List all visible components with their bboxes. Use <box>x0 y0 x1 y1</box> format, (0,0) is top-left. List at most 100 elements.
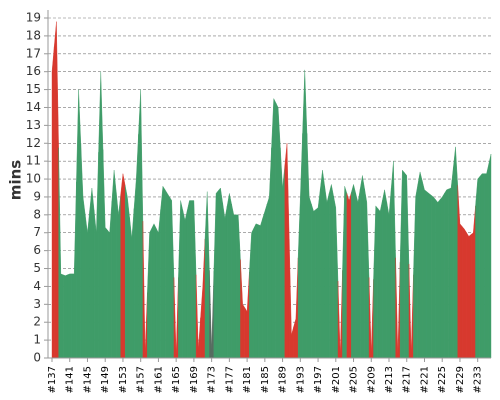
area-segment <box>262 204 268 359</box>
area-segment <box>391 161 396 359</box>
area-segment <box>147 228 152 359</box>
area-segment <box>293 257 299 359</box>
x-tick-label: #217 <box>402 366 413 393</box>
area-segment <box>226 193 232 359</box>
area-segment <box>333 196 339 359</box>
area-segment <box>453 146 458 359</box>
area-segment <box>240 259 246 359</box>
area-segment <box>218 187 223 359</box>
area-segment <box>320 170 325 359</box>
area-segment <box>271 98 277 359</box>
y-tick-label: 18 <box>26 28 41 42</box>
area-segment <box>257 218 263 359</box>
area-segment <box>364 188 370 359</box>
area-segment <box>377 200 383 359</box>
area-segment <box>444 188 450 359</box>
x-tick-label: #201 <box>331 366 342 393</box>
x-tick-label: #149 <box>100 366 111 393</box>
area-segment <box>71 181 77 359</box>
area-segment <box>235 214 241 359</box>
area-segment <box>275 102 281 359</box>
area-segment <box>67 273 73 359</box>
x-tick-label: #169 <box>189 366 200 393</box>
area-segment <box>178 200 184 359</box>
area-segment <box>209 270 215 359</box>
area-segment <box>54 21 59 359</box>
x-tick-label: #189 <box>278 366 289 393</box>
area-segment <box>213 190 219 359</box>
area-segment <box>448 167 454 359</box>
area-segment <box>173 277 179 359</box>
x-tick-label: #177 <box>224 366 235 393</box>
area-segment <box>102 149 108 359</box>
area-segment <box>76 89 82 359</box>
area-segment <box>289 238 294 359</box>
x-tick-label: #205 <box>349 366 360 393</box>
area-segment <box>195 274 201 359</box>
x-tick-label: #153 <box>118 366 129 393</box>
area-segment <box>351 183 356 359</box>
x-tick-label: #229 <box>455 366 466 393</box>
area-segment <box>404 172 410 359</box>
area-segment <box>430 194 436 359</box>
area-segment <box>368 277 374 359</box>
area-segment <box>439 192 445 359</box>
area-segment <box>382 189 387 359</box>
area-segment <box>111 170 117 359</box>
x-tick-label: #137 <box>47 366 58 393</box>
y-tick-label: 0 <box>33 351 41 365</box>
area-segment <box>51 46 55 359</box>
area-segment <box>93 152 99 359</box>
area-segment <box>457 185 463 359</box>
y-tick-label: 17 <box>26 46 41 60</box>
area-segment <box>488 153 492 359</box>
area-segment <box>417 171 423 359</box>
area-segment <box>484 163 489 359</box>
area-segment <box>284 143 290 359</box>
area-segment <box>342 186 348 359</box>
area-segment <box>306 133 312 359</box>
y-tick-label: 11 <box>26 154 41 168</box>
area-segment <box>80 143 86 359</box>
x-tick-label: #233 <box>473 366 484 393</box>
area-segment <box>120 173 126 359</box>
area-segment <box>204 191 210 359</box>
area-segment <box>435 199 441 359</box>
y-tick-label: 3 <box>33 297 41 311</box>
y-tick-label: 8 <box>33 207 41 221</box>
area-segment <box>160 185 166 359</box>
area-segment <box>422 180 427 359</box>
area-segment <box>191 200 197 359</box>
area-segment <box>311 204 317 359</box>
y-tick-label: 9 <box>33 189 41 203</box>
y-tick-label: 7 <box>33 225 41 239</box>
x-tick-label: #181 <box>242 366 253 393</box>
y-tick-label: 15 <box>26 82 41 96</box>
area-segment <box>107 201 113 359</box>
y-tick-label: 1 <box>33 333 41 347</box>
area-segment <box>244 272 250 359</box>
area-segment <box>386 187 392 359</box>
area-segment <box>461 225 467 359</box>
area-segment <box>133 134 139 359</box>
area-segment <box>200 238 206 359</box>
area-segment <box>479 173 485 359</box>
y-axis-label: mins <box>7 160 25 200</box>
x-tick-label: #221 <box>419 366 430 393</box>
y-tick-label: 19 <box>26 11 41 25</box>
y-tick-label: 12 <box>26 136 41 150</box>
area-segment <box>98 71 104 359</box>
area-segment <box>182 210 188 359</box>
x-tick-label: #185 <box>260 366 271 393</box>
area-segment <box>124 185 130 359</box>
area-segment <box>346 192 352 359</box>
area-segment <box>187 200 192 359</box>
area-segment <box>89 187 95 359</box>
y-tick-label: 13 <box>26 118 41 132</box>
area-segment <box>142 221 148 359</box>
x-tick-label: #225 <box>437 366 448 393</box>
area-segment <box>395 257 401 359</box>
area-segment <box>408 264 414 359</box>
area-segment <box>337 270 343 359</box>
